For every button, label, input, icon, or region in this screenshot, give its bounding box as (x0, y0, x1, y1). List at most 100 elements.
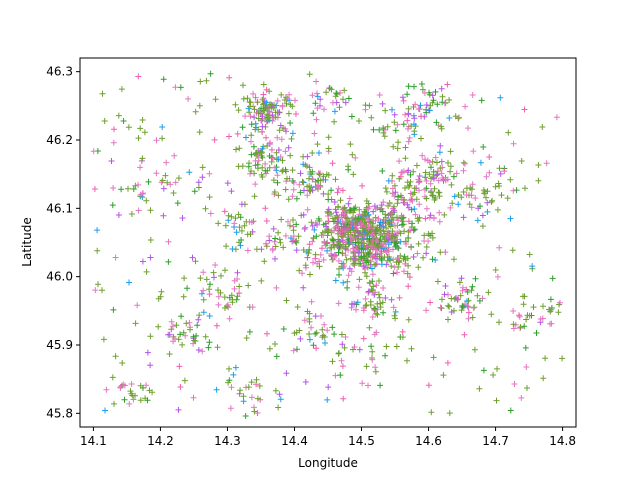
data-point (446, 303, 453, 310)
data-point (351, 232, 358, 239)
data-point (471, 346, 478, 353)
data-point (471, 304, 478, 311)
x-tick-label: 14.4 (281, 434, 308, 448)
data-point (484, 188, 491, 195)
y-axis-ticks: 45.8 45.9 46.0 46.1 46.2 46.3 (46, 65, 80, 420)
data-point (284, 175, 290, 182)
data-point (195, 316, 202, 323)
data-point (287, 152, 294, 159)
data-point (262, 160, 269, 167)
data-point (477, 203, 483, 210)
data-point (288, 135, 295, 142)
data-point (178, 313, 185, 320)
data-point (254, 99, 261, 106)
data-point (456, 114, 462, 121)
data-point (128, 211, 135, 217)
data-point (411, 128, 418, 135)
data-point (91, 186, 98, 192)
data-point (139, 258, 146, 265)
data-point (382, 214, 389, 221)
data-point (380, 241, 387, 248)
data-point (419, 86, 426, 93)
data-point (304, 254, 311, 261)
data-point (404, 117, 411, 124)
data-point (433, 119, 440, 126)
data-point (468, 186, 475, 193)
data-point (272, 114, 279, 121)
data-point (329, 99, 336, 106)
data-point (300, 211, 307, 218)
data-point (314, 221, 320, 228)
data-point (458, 275, 465, 282)
data-point (439, 93, 446, 100)
data-point (461, 331, 468, 338)
data-point (317, 96, 324, 103)
data-point (474, 292, 481, 299)
data-point (385, 177, 392, 184)
data-point (376, 126, 383, 133)
data-point (297, 335, 304, 342)
data-point (376, 222, 383, 229)
data-point (484, 208, 491, 215)
data-point (226, 365, 232, 372)
data-point (429, 234, 436, 241)
data-point (383, 343, 390, 350)
data-point (145, 178, 152, 185)
data-point (423, 195, 430, 202)
data-point (555, 309, 562, 316)
data-point (250, 143, 257, 150)
data-point (351, 260, 358, 267)
data-point (438, 305, 445, 312)
data-point (341, 344, 348, 351)
data-point (459, 287, 466, 294)
data-point (256, 383, 263, 389)
data-point (171, 152, 178, 159)
data-point (352, 253, 359, 260)
data-point (388, 263, 395, 270)
data-point (456, 279, 463, 286)
data-point (319, 245, 325, 252)
data-point (376, 253, 383, 260)
data-point (163, 159, 170, 166)
data-point (196, 129, 203, 136)
data-point (363, 363, 370, 370)
data-point (225, 212, 232, 219)
data-point (206, 339, 213, 346)
data-point (472, 195, 479, 202)
data-point (362, 269, 369, 276)
data-point (360, 263, 367, 270)
data-point (118, 86, 125, 93)
data-point (364, 264, 371, 271)
data-point (329, 324, 336, 331)
data-point (484, 199, 491, 206)
data-point (376, 278, 382, 284)
data-point (222, 267, 228, 274)
data-point (349, 301, 356, 308)
data-point (420, 254, 427, 261)
data-point (263, 134, 269, 141)
data-point (293, 195, 300, 202)
data-point (356, 276, 363, 283)
data-point (246, 218, 253, 225)
data-point (158, 179, 165, 186)
data-point (213, 386, 220, 393)
data-point (543, 160, 550, 167)
data-point (399, 94, 406, 101)
data-point (118, 186, 125, 193)
data-point (321, 321, 328, 328)
data-point (339, 250, 346, 257)
data-point (153, 170, 160, 177)
data-point (239, 163, 246, 170)
data-point (510, 308, 517, 314)
data-point (496, 244, 503, 251)
data-point (293, 221, 300, 228)
data-point (251, 193, 258, 200)
data-point (378, 202, 385, 209)
data-point (386, 256, 393, 262)
data-point (207, 281, 213, 288)
data-point (335, 249, 342, 256)
data-point (381, 254, 388, 261)
data-point (336, 104, 343, 111)
data-point (444, 81, 451, 88)
